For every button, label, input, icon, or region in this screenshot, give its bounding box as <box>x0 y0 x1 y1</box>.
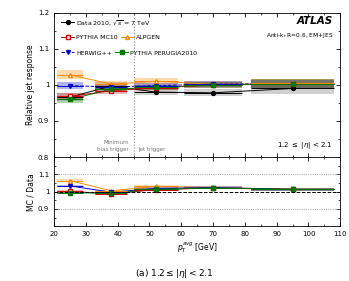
Bar <box>95 84 127 90</box>
Bar <box>251 80 334 88</box>
Bar <box>185 187 242 189</box>
X-axis label: $p_{\rm T}^{avg}$ [GeV]: $p_{\rm T}^{avg}$ [GeV] <box>177 240 218 255</box>
Bar <box>251 80 334 88</box>
Legend: HERWIG++, PYTHIA PERUGIA2010: HERWIG++, PYTHIA PERUGIA2010 <box>60 49 199 57</box>
Text: Jet trigger: Jet trigger <box>138 147 166 152</box>
Text: Anti-k$_t$ R=0.6, EM+JES: Anti-k$_t$ R=0.6, EM+JES <box>266 31 333 40</box>
Bar <box>95 86 127 92</box>
Bar <box>251 83 334 94</box>
Bar <box>134 83 178 88</box>
Bar <box>57 185 83 187</box>
Bar <box>134 185 178 187</box>
Text: ATLAS: ATLAS <box>297 15 333 26</box>
Bar <box>134 187 178 190</box>
Bar <box>95 193 127 195</box>
Bar <box>185 186 242 189</box>
Text: 1.2 $\leq$ |$\eta$| < 2.1: 1.2 $\leq$ |$\eta$| < 2.1 <box>277 140 333 151</box>
Bar <box>185 82 242 88</box>
Bar <box>95 191 127 193</box>
Bar <box>57 71 83 79</box>
Bar <box>251 188 334 191</box>
Text: Minimum
bias trigger: Minimum bias trigger <box>97 140 129 152</box>
Bar <box>95 82 127 90</box>
Bar <box>185 186 242 189</box>
Bar <box>95 192 127 194</box>
Y-axis label: Relative jet response: Relative jet response <box>26 45 35 125</box>
Text: (a) $1.2 \leq |\eta| < 2.1$: (a) $1.2 \leq |\eta| < 2.1$ <box>135 267 214 280</box>
Bar <box>134 188 178 191</box>
Bar <box>57 96 83 103</box>
Bar <box>57 93 83 100</box>
Bar <box>57 82 83 89</box>
Bar <box>134 188 178 191</box>
Bar <box>57 93 83 101</box>
Bar <box>134 85 178 90</box>
Bar <box>185 81 242 87</box>
Bar <box>185 81 242 87</box>
Bar <box>185 82 242 88</box>
Bar <box>185 187 242 189</box>
Bar <box>251 188 334 191</box>
Bar <box>95 88 127 94</box>
Bar <box>251 188 334 191</box>
Bar <box>57 191 83 194</box>
Y-axis label: MC / Data: MC / Data <box>26 173 35 210</box>
Bar <box>95 81 127 88</box>
Bar <box>134 85 178 90</box>
Bar <box>95 190 127 192</box>
Bar <box>134 89 178 95</box>
Bar <box>134 78 178 85</box>
Bar <box>251 188 334 191</box>
Bar <box>185 89 242 96</box>
Bar <box>57 190 83 192</box>
Bar <box>57 179 83 182</box>
Bar <box>251 79 334 88</box>
Bar <box>251 80 334 88</box>
